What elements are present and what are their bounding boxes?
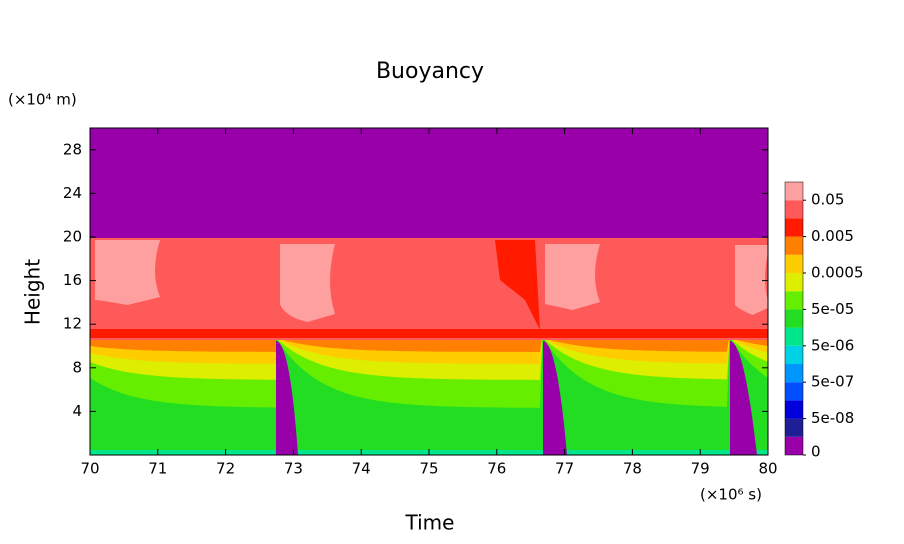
colorbar-swatch <box>785 382 803 401</box>
region <box>90 237 768 340</box>
x-tick-label: 78 <box>623 460 642 478</box>
x-unit: (×10⁶ s) <box>700 486 762 504</box>
y-tick-label: 12 <box>63 315 82 333</box>
colorbar-label: 0.0005 <box>811 264 864 282</box>
region <box>543 341 567 455</box>
colorbar-label: 5e-06 <box>811 336 854 354</box>
region <box>730 341 757 455</box>
region <box>495 240 540 330</box>
y-tick-label: 16 <box>63 271 82 289</box>
x-tick-label: 76 <box>487 460 506 478</box>
colorbar-label: 0 <box>811 443 821 461</box>
region <box>95 240 160 305</box>
region <box>280 244 335 322</box>
x-tick-label: 71 <box>148 460 167 478</box>
x-tick-label: 75 <box>419 460 438 478</box>
colorbar-frame <box>784 181 804 456</box>
colorbar-label: 0.005 <box>811 227 854 245</box>
y-axis-label: Height <box>21 259 45 325</box>
colorbar-swatch <box>785 291 803 310</box>
y-unit: (×10⁴ m) <box>8 91 77 109</box>
region <box>735 245 768 315</box>
colorbar-swatch <box>785 254 803 273</box>
x-tick-label: 74 <box>352 460 371 478</box>
x-tick-label: 72 <box>216 460 235 478</box>
x-tick-label: 77 <box>555 460 574 478</box>
colorbar-swatch <box>785 273 803 292</box>
x-tick-label: 79 <box>691 460 710 478</box>
region <box>276 341 298 455</box>
y-tick-label: 4 <box>72 402 82 420</box>
y-tick-label: 24 <box>63 184 82 202</box>
y-tick-label: 28 <box>63 140 82 158</box>
colorbar-swatch <box>785 345 803 364</box>
colorbar-swatch <box>785 200 803 219</box>
y-tick-label: 20 <box>63 228 82 246</box>
y-tick-label: 8 <box>72 358 82 376</box>
colorbar-swatch <box>785 236 803 255</box>
region <box>90 128 768 238</box>
region <box>545 244 600 310</box>
colorbar-swatch <box>785 182 803 201</box>
x-tick-label: 70 <box>80 460 99 478</box>
colorbar-label: 5e-08 <box>811 409 854 427</box>
colorbar-label: 5e-07 <box>811 373 854 391</box>
region <box>52 341 70 455</box>
colorbar-swatch <box>785 218 803 237</box>
colorbar-swatch <box>785 418 803 437</box>
contour-field <box>52 128 768 455</box>
colorbar-swatch <box>785 309 803 328</box>
x-tick-label: 73 <box>284 460 303 478</box>
colorbar-label: 0.05 <box>811 191 844 209</box>
x-axis-label: Time <box>405 511 455 535</box>
colorbar-label: 5e-05 <box>811 300 854 318</box>
colorbar-swatch <box>785 364 803 383</box>
chart-title: Buoyancy <box>376 59 484 84</box>
x-tick-label: 80 <box>758 460 777 478</box>
colorbar-swatch <box>785 436 803 455</box>
region <box>90 329 768 338</box>
colorbar-swatch <box>785 400 803 419</box>
colorbar-swatch <box>785 327 803 346</box>
